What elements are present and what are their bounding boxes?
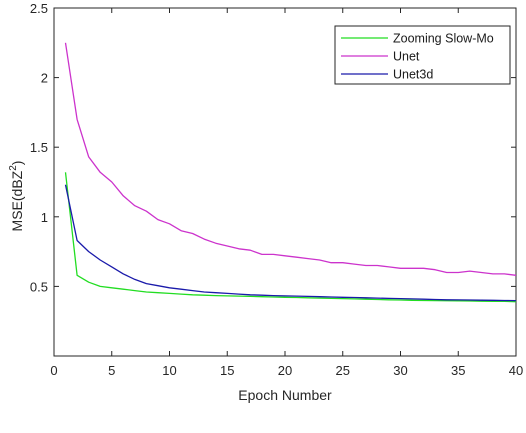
x-tick-label: 35: [451, 363, 465, 378]
x-axis-label: Epoch Number: [238, 387, 332, 403]
legend-label-zooming-slow-mo: Zooming Slow-Mo: [393, 32, 494, 46]
x-tick-label: 10: [162, 363, 176, 378]
y-tick-label: 1: [41, 210, 48, 225]
y-tick-label: 0.5: [30, 279, 48, 294]
x-tick-label: 15: [220, 363, 234, 378]
legend-label-unet3d: Unet3d: [393, 68, 433, 82]
x-tick-label: 25: [336, 363, 350, 378]
legend: Zooming Slow-Mo Unet Unet3d: [334, 25, 511, 85]
series-line-unet: [64, 42, 517, 276]
series-lines: [64, 42, 517, 303]
legend-label-unet: Unet: [393, 50, 420, 64]
x-tick-label: 30: [393, 363, 407, 378]
x-tick-label: 20: [278, 363, 292, 378]
series-line-zooming-slow-mo: [64, 172, 517, 303]
x-tick-label: 40: [509, 363, 523, 378]
series-line-unet3d: [64, 184, 517, 302]
y-tick-label: 1.5: [30, 140, 48, 155]
y-axis-label: MSE(dBZ2): [8, 161, 25, 232]
y-axis: 0.5 1 1.5 2 2.5: [30, 1, 516, 294]
x-tick-label: 5: [108, 363, 115, 378]
y-tick-label: 2.5: [30, 1, 48, 16]
y-tick-label: 2: [41, 71, 48, 86]
x-axis: 0 5 10 15 20 25 30 35 40: [50, 8, 523, 378]
x-tick-label: 0: [50, 363, 57, 378]
